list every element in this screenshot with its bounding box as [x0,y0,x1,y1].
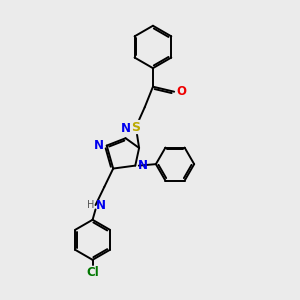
Text: O: O [176,85,186,98]
Text: H: H [87,200,94,210]
Text: N: N [121,122,130,135]
Text: N: N [138,159,148,172]
Text: S: S [131,121,140,134]
Text: N: N [96,199,106,212]
Text: N: N [94,139,104,152]
Text: Cl: Cl [86,266,99,279]
